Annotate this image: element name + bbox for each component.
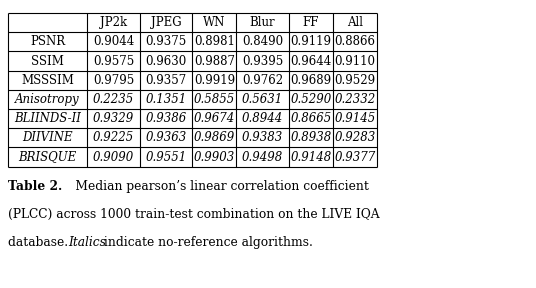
Text: WN: WN	[203, 16, 226, 29]
Text: 0.9386: 0.9386	[145, 112, 187, 125]
Text: 0.9148: 0.9148	[290, 151, 331, 164]
Text: 0.9225: 0.9225	[93, 131, 134, 144]
Text: 0.9795: 0.9795	[93, 74, 134, 87]
Text: DIIVINE: DIIVINE	[23, 131, 73, 144]
Text: 0.5855: 0.5855	[193, 93, 235, 106]
Text: 0.9903: 0.9903	[193, 151, 235, 164]
Text: 0.5290: 0.5290	[290, 93, 331, 106]
Text: 0.1351: 0.1351	[145, 93, 187, 106]
Text: 0.9044: 0.9044	[93, 35, 134, 48]
Text: 0.9762: 0.9762	[242, 74, 283, 87]
Text: 0.9357: 0.9357	[145, 74, 187, 87]
Text: indicate no-reference algorithms.: indicate no-reference algorithms.	[100, 236, 313, 249]
Text: 0.9329: 0.9329	[93, 112, 134, 125]
Text: 0.9529: 0.9529	[334, 74, 375, 87]
Text: 0.8938: 0.8938	[290, 131, 331, 144]
Text: JPEG: JPEG	[151, 16, 181, 29]
Text: Blur: Blur	[250, 16, 276, 29]
Text: 0.9145: 0.9145	[334, 112, 375, 125]
Text: Median pearson’s linear correlation coefficient: Median pearson’s linear correlation coef…	[60, 180, 369, 193]
Text: 0.9090: 0.9090	[93, 151, 134, 164]
Text: Anisotropy: Anisotropy	[16, 93, 80, 106]
Text: 0.9119: 0.9119	[291, 35, 331, 48]
Text: 0.9498: 0.9498	[242, 151, 283, 164]
Text: 0.9395: 0.9395	[242, 54, 283, 67]
Text: 0.9110: 0.9110	[334, 54, 375, 67]
Text: 0.9575: 0.9575	[93, 54, 134, 67]
Text: Table 2.: Table 2.	[8, 180, 62, 193]
Text: 0.9869: 0.9869	[193, 131, 235, 144]
Text: MSSSIM: MSSSIM	[21, 74, 74, 87]
Text: Italics: Italics	[68, 236, 106, 249]
Text: JP2k: JP2k	[100, 16, 127, 29]
Text: BLIINDS-II: BLIINDS-II	[14, 112, 81, 125]
Text: 0.9689: 0.9689	[291, 74, 331, 87]
Text: 0.9363: 0.9363	[145, 131, 187, 144]
Text: All: All	[347, 16, 363, 29]
Text: 0.9551: 0.9551	[145, 151, 187, 164]
Text: 0.9630: 0.9630	[145, 54, 187, 67]
Text: 0.9644: 0.9644	[290, 54, 331, 67]
Text: 0.2332: 0.2332	[334, 93, 375, 106]
Text: (PLCC) across 1000 train-test combination on the LIVE IQA: (PLCC) across 1000 train-test combinatio…	[8, 208, 379, 221]
Text: 0.8944: 0.8944	[242, 112, 283, 125]
Text: BRISQUE: BRISQUE	[19, 151, 77, 164]
Text: SSIM: SSIM	[31, 54, 64, 67]
Text: 0.8981: 0.8981	[194, 35, 235, 48]
Text: 0.8490: 0.8490	[242, 35, 283, 48]
Text: 0.9383: 0.9383	[242, 131, 283, 144]
Text: 0.9377: 0.9377	[334, 151, 375, 164]
Text: 0.8866: 0.8866	[334, 35, 375, 48]
Text: 0.9283: 0.9283	[334, 131, 375, 144]
Text: database.: database.	[8, 236, 72, 249]
Text: PSNR: PSNR	[30, 35, 65, 48]
Text: 0.8665: 0.8665	[290, 112, 331, 125]
Text: 0.2235: 0.2235	[93, 93, 134, 106]
Text: 0.9919: 0.9919	[194, 74, 235, 87]
Text: 0.9674: 0.9674	[193, 112, 235, 125]
Text: 0.9887: 0.9887	[194, 54, 235, 67]
Text: 0.5631: 0.5631	[242, 93, 283, 106]
Text: 0.9375: 0.9375	[145, 35, 187, 48]
Text: FF: FF	[303, 16, 319, 29]
